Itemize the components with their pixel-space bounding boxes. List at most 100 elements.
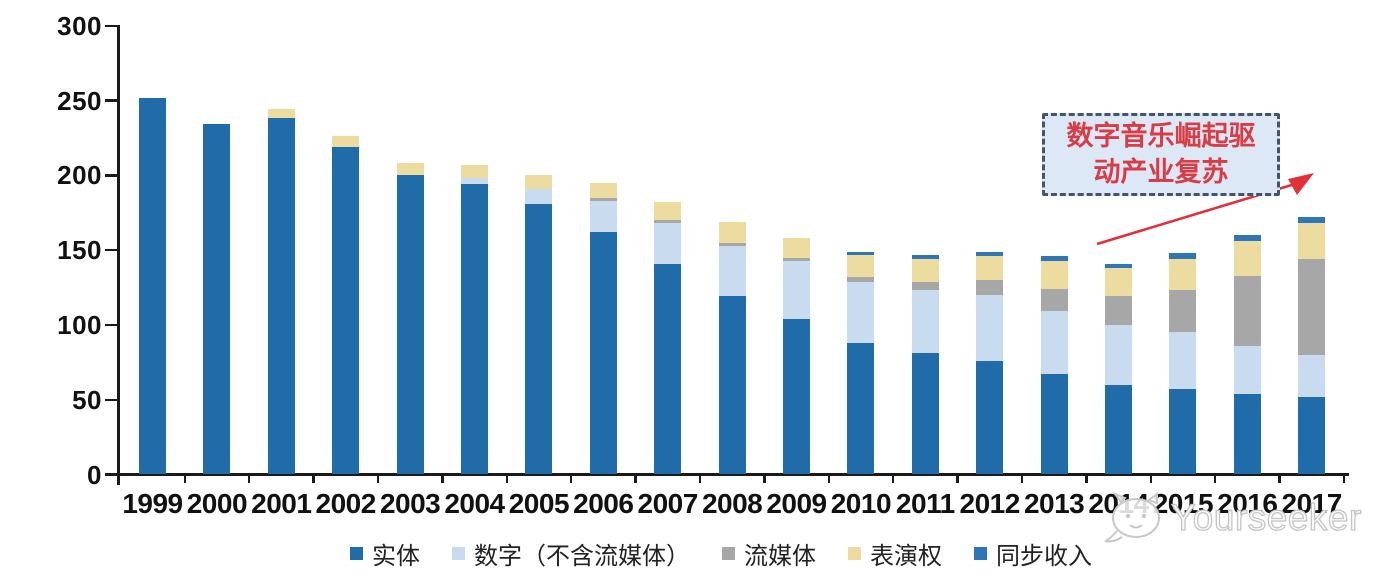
bar-segment-实体-1999: [139, 97, 166, 475]
bar-segment-实体-2006: [589, 232, 617, 475]
bar-segment-表演权-2002: [332, 136, 360, 147]
bar-segment-同步收入-2016: [1233, 235, 1261, 242]
bar-segment-实体-2013: [1040, 374, 1068, 475]
legend-label: 数字（不含流媒体）: [474, 542, 690, 570]
x-tick-mark: [505, 474, 508, 483]
legend-item-数字（不含流媒体）: 数字（不含流媒体）: [452, 536, 690, 571]
bar-segment-流媒体-2007: [654, 220, 682, 224]
bar-segment-流媒体-2012: [976, 280, 1004, 295]
legend-swatch: [848, 547, 861, 560]
x-tick-mark: [183, 474, 186, 483]
bar-segment-实体-2016: [1233, 393, 1261, 475]
watermark: Yourseeker: [1103, 490, 1362, 546]
bar-segment-数字（不含流媒体）-2014: [1105, 324, 1132, 385]
x-tick-label-2009: 2009: [766, 488, 827, 519]
legend-swatch: [722, 547, 735, 560]
annotation-text-line2: 动产业复苏: [1093, 156, 1229, 188]
legend-item-表演权: 表演权: [848, 536, 942, 571]
bar-segment-表演权-2011: [911, 259, 939, 282]
x-tick-mark: [1278, 474, 1281, 483]
bar-segment-流媒体-2006: [589, 197, 617, 201]
bar-segment-数字（不含流媒体）-2011: [911, 290, 939, 354]
bar-segment-数字（不含流媒体）-2006: [589, 200, 617, 233]
x-tick-label-2000: 2000: [186, 488, 248, 519]
bar-segment-流媒体-2008: [718, 242, 746, 246]
y-tick-mark: [105, 24, 118, 27]
bar-segment-数字（不含流媒体）-2004: [461, 178, 488, 185]
bar-segment-数字（不含流媒体）-2010: [847, 281, 875, 343]
y-axis-line: [117, 25, 120, 485]
x-tick-mark: [827, 474, 830, 483]
bar-segment-表演权-2015: [1169, 259, 1197, 291]
bar-segment-表演权-2014: [1105, 268, 1132, 297]
bar-segment-同步收入-2015: [1169, 253, 1197, 260]
x-tick-mark: [247, 474, 251, 483]
bar-segment-实体-2010: [847, 342, 875, 475]
bar-segment-数字（不含流媒体）-2016: [1233, 345, 1261, 394]
x-tick-label-2013: 2013: [1023, 488, 1085, 519]
bar-segment-实体-2000: [203, 124, 231, 475]
y-tick-label: 100: [57, 309, 102, 340]
x-tick-mark: [441, 474, 444, 483]
x-tick-label-2007: 2007: [637, 488, 699, 519]
legend: 实体 数字（不含流媒体） 流媒体 表演权 同步收入: [22, 536, 1398, 571]
bar-segment-流媒体-2009: [783, 257, 810, 261]
legend-label: 表演权: [870, 542, 942, 570]
x-tick-label-2017: 2017: [1281, 488, 1343, 519]
bar-segment-同步收入-2014: [1105, 263, 1132, 269]
bar-segment-数字（不含流媒体）-2007: [654, 223, 682, 264]
bar-segment-实体-2014: [1105, 384, 1132, 475]
bar-segment-实体-2017: [1298, 396, 1326, 475]
x-axis-line: [113, 473, 1349, 476]
legend-swatch: [974, 547, 987, 560]
y-tick-label: 50: [72, 384, 102, 415]
bar-segment-流媒体-2016: [1233, 275, 1261, 346]
bar-segment-数字（不含流媒体）-2012: [976, 294, 1004, 361]
annotation-text-line1: 数字音乐崛起驱: [1066, 120, 1256, 152]
bar-segment-数字（不含流媒体）-2015: [1169, 332, 1197, 390]
bar-segment-表演权-2012: [976, 256, 1004, 280]
bar-segment-实体-2003: [396, 175, 424, 475]
bar-segment-实体-2004: [461, 184, 488, 475]
bar-segment-实体-2005: [525, 203, 553, 475]
x-tick-label-2005: 2005: [508, 488, 570, 519]
y-tick-mark: [105, 398, 118, 401]
x-tick-mark: [1149, 474, 1152, 483]
x-tick-label-1999: 1999: [122, 488, 183, 519]
y-tick-mark: [105, 473, 118, 476]
bar-segment-表演权-2008: [718, 221, 746, 243]
legend-swatch: [452, 547, 465, 560]
bar-segment-实体-2002: [332, 146, 360, 475]
bar-segment-实体-2011: [911, 353, 939, 475]
x-tick-mark: [569, 474, 573, 483]
x-tick-mark: [634, 474, 637, 483]
x-tick-label-2004: 2004: [444, 488, 505, 519]
legend-item-同步收入: 同步收入: [974, 536, 1092, 571]
yourseeker-logo-icon: [1104, 491, 1160, 543]
x-tick-mark: [1085, 474, 1088, 483]
x-tick-label-2001: 2001: [251, 488, 312, 519]
bar-segment-实体-2001: [267, 118, 295, 475]
bar-segment-表演权-2003: [396, 163, 424, 176]
bar-segment-数字（不含流媒体）-2008: [718, 245, 746, 297]
bar-segment-表演权-2013: [1040, 260, 1068, 289]
y-tick-mark: [105, 248, 118, 252]
x-tick-label-2002: 2002: [315, 488, 377, 519]
x-tick-mark: [1342, 474, 1346, 483]
y-tick-mark: [105, 174, 118, 177]
x-tick-label-2012: 2012: [959, 488, 1021, 519]
x-tick-label-2006: 2006: [573, 488, 634, 519]
bar-segment-流媒体-2011: [911, 281, 939, 291]
annotation-callout: 数字音乐崛起驱 动产业复苏: [1042, 113, 1280, 196]
bar-segment-流媒体-2010: [847, 277, 875, 282]
y-tick-label: 300: [57, 10, 102, 41]
y-tick-label: 150: [57, 235, 102, 266]
bar-segment-流媒体-2013: [1040, 288, 1068, 312]
bar-segment-数字（不含流媒体）-2005: [525, 188, 553, 204]
bar-segment-实体-2008: [718, 296, 746, 475]
bar-segment-流媒体-2017: [1298, 259, 1326, 355]
legend-swatch: [350, 547, 363, 560]
bar-segment-表演权-2006: [589, 182, 617, 198]
y-tick-label: 200: [57, 160, 102, 191]
legend-label: 同步收入: [996, 542, 1092, 570]
